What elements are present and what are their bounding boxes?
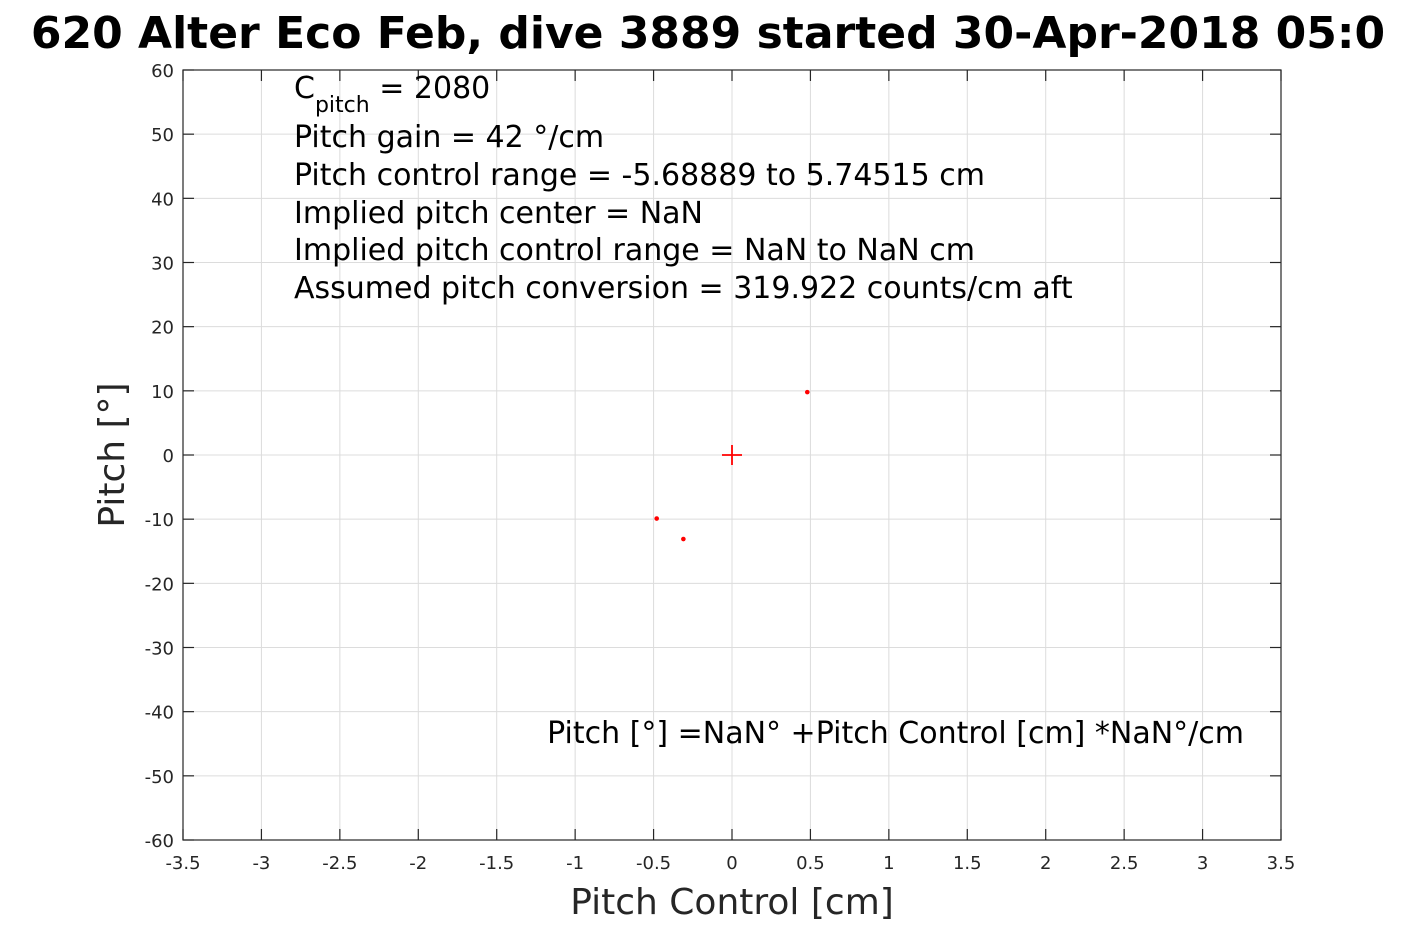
- axes-box: [182, 69, 1282, 841]
- data-point: [804, 389, 810, 395]
- c-pitch-subscript: pitch: [315, 93, 370, 118]
- plot-area: -3.5 -3 -2.5 -2 -1.5 -1 -0.5 0 0.5 1 1.5 2 2.5 3 3.5 -…: [145, 61, 1296, 874]
- chart-title: 620 Alter Eco Feb, dive 3889 started 30-…: [31, 8, 1385, 59]
- fit-equation: Pitch [°] =NaN° +Pitch Control [cm] *NaN…: [547, 716, 1244, 751]
- y-tick-label: 60: [151, 61, 174, 82]
- x-tick-label: 3: [1197, 853, 1208, 874]
- x-tick-label: 0.5: [796, 853, 825, 874]
- c-pitch-value: = 2080: [370, 71, 491, 106]
- x-tick-label: -0.5: [636, 853, 671, 874]
- y-tick-labels: -60 -50 -40 -30 -20 -10 0 10 20 30 40 50 60: [145, 61, 174, 852]
- y-tick-label: -30: [145, 639, 174, 660]
- x-tick-label: -3.5: [165, 853, 200, 874]
- x-tick-label: -3: [252, 853, 270, 874]
- x-tick-label: -2.5: [322, 853, 357, 874]
- pitch-gain-annotation: Pitch gain = 42 °/cm: [294, 120, 604, 155]
- annotation-block: Cpitch = 2080 Pitch gain = 42 °/cm Pitch…: [294, 71, 1073, 306]
- x-tick-label: 2: [1040, 853, 1051, 874]
- y-tick-label: -50: [145, 767, 174, 788]
- pitch-conversion-annotation: Assumed pitch conversion = 319.922 count…: [294, 271, 1073, 306]
- x-tick-label: 1.5: [953, 853, 982, 874]
- x-tick-label: 3.5: [1267, 853, 1296, 874]
- y-tick-label: -10: [145, 510, 174, 531]
- y-tick-label: -40: [145, 703, 174, 724]
- x-tick-label: 1: [883, 853, 894, 874]
- data-point: [681, 536, 686, 542]
- x-tick-label: -1: [566, 853, 584, 874]
- x-tick-labels: -3.5 -3 -2.5 -2 -1.5 -1 -0.5 0 0.5 1 1.5 2 2.5 3 3.5: [165, 853, 1295, 874]
- y-tick-label: 20: [151, 318, 174, 339]
- y-tick-label: 10: [151, 382, 174, 403]
- y-tick-label: 30: [151, 254, 174, 275]
- y-axis-label: Pitch [°]: [92, 382, 133, 527]
- data-point: [654, 516, 660, 521]
- center-plus-marker: [722, 445, 742, 465]
- implied-pitch-range-annotation: Implied pitch control range = NaN to NaN…: [294, 233, 975, 268]
- y-tick-label: 40: [151, 189, 174, 210]
- y-tick-label: 0: [163, 446, 174, 467]
- y-tick-label: 50: [151, 125, 174, 146]
- data-marks: [654, 389, 810, 542]
- y-tick-label: -60: [145, 831, 174, 852]
- x-tick-label: -2: [409, 853, 427, 874]
- c-pitch-main: C: [294, 71, 315, 106]
- x-tick-label: -1.5: [479, 853, 514, 874]
- tick-marks: [182, 69, 1282, 841]
- x-tick-label: 0: [726, 853, 737, 874]
- x-axis-label: Pitch Control [cm]: [570, 882, 894, 923]
- pitch-control-range-annotation: Pitch control range = -5.68889 to 5.7451…: [294, 158, 985, 193]
- y-tick-label: -20: [145, 574, 174, 595]
- x-tick-label: 2.5: [1110, 853, 1139, 874]
- c-pitch-annotation: Cpitch = 2080: [294, 71, 490, 118]
- implied-pitch-center-annotation: Implied pitch center = NaN: [294, 196, 703, 231]
